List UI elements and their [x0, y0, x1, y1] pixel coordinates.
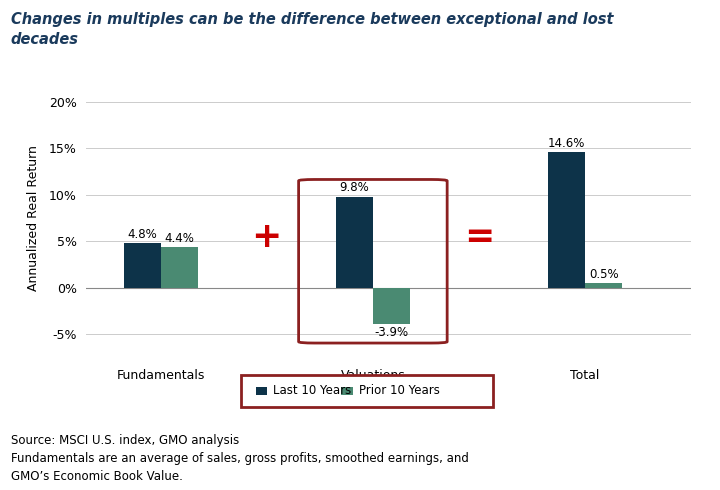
- Text: =: =: [464, 220, 494, 254]
- Bar: [161, 247, 198, 288]
- Text: Source: MSCI U.S. index, GMO analysis
Fundamentals are an average of sales, gros: Source: MSCI U.S. index, GMO analysis Fu…: [11, 434, 469, 483]
- Text: =: =: [472, 378, 485, 393]
- Text: 14.6%: 14.6%: [548, 137, 585, 150]
- Bar: [124, 243, 161, 288]
- Bar: [585, 283, 622, 288]
- Text: -3.9%: -3.9%: [374, 326, 408, 339]
- Text: Prior 10 Years: Prior 10 Years: [359, 384, 439, 397]
- Text: 4.8%: 4.8%: [127, 228, 157, 241]
- Bar: [548, 152, 585, 288]
- Bar: [336, 196, 373, 288]
- Text: Last 10 Years: Last 10 Years: [273, 384, 351, 397]
- Text: 9.8%: 9.8%: [339, 181, 369, 195]
- Y-axis label: Annualized Real Return: Annualized Real Return: [27, 145, 40, 291]
- Text: 0.5%: 0.5%: [589, 268, 618, 281]
- Text: +: +: [251, 220, 282, 254]
- Bar: [373, 288, 410, 324]
- Text: Changes in multiples can be the difference between exceptional and lost: Changes in multiples can be the differen…: [11, 12, 613, 27]
- Text: +: +: [261, 378, 273, 393]
- Text: 4.4%: 4.4%: [164, 232, 194, 245]
- Text: decades: decades: [11, 32, 78, 47]
